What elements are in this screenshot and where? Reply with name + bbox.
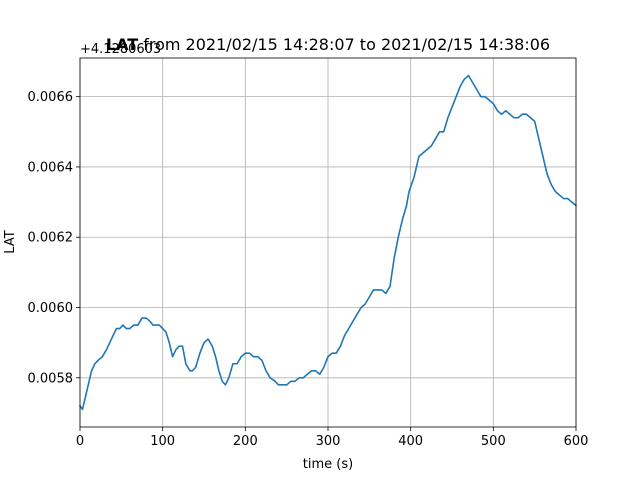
y-tick-label: 0.0064 — [28, 160, 74, 175]
x-axis-ticks: 0 100 200 300 400 500 600 — [76, 427, 589, 449]
x-tick-label: 200 — [233, 434, 258, 449]
x-tick-label: 0 — [76, 434, 84, 449]
y-axis-label: LAT — [3, 230, 18, 253]
chart-title-rest: from 2021/02/15 14:28:07 to 2021/02/15 1… — [138, 35, 550, 54]
y-tick-label: 0.0066 — [28, 90, 74, 105]
x-tick-label: 400 — [398, 434, 423, 449]
x-tick-label: 500 — [481, 434, 506, 449]
x-tick-label: 100 — [150, 434, 175, 449]
grid-lines — [79, 58, 577, 427]
chart-title-bold: LAT — [106, 35, 138, 54]
x-tick-label: 300 — [316, 434, 341, 449]
y-tick-label: 0.0060 — [28, 301, 74, 316]
x-tick-label: 600 — [564, 434, 589, 449]
y-offset-label: +4.1280603 — [80, 42, 161, 57]
y-tick-label: 0.0058 — [28, 371, 74, 386]
y-axis-ticks: 0.0058 0.0060 0.0062 0.0064 0.0066 — [28, 90, 80, 386]
y-tick-label: 0.0062 — [28, 231, 74, 246]
chart-title: LAT from 2021/02/15 14:28:07 to 2021/02/… — [106, 35, 550, 54]
x-axis-label: time (s) — [303, 457, 353, 472]
series-group — [79, 74, 577, 411]
series-line — [79, 74, 577, 411]
